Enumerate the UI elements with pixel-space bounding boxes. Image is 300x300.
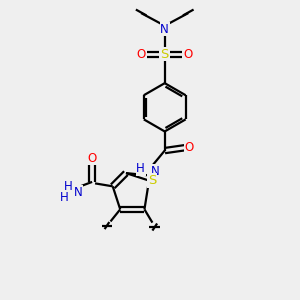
Text: N: N	[151, 165, 160, 178]
Text: N: N	[74, 186, 83, 199]
Text: O: O	[184, 141, 194, 154]
Text: N: N	[160, 23, 169, 36]
Text: H: H	[64, 180, 73, 193]
Text: S: S	[148, 174, 156, 187]
Text: O: O	[88, 152, 97, 165]
Text: S: S	[160, 48, 169, 61]
Text: O: O	[184, 48, 193, 61]
Text: H: H	[136, 162, 145, 175]
Text: O: O	[136, 48, 146, 61]
Text: H: H	[60, 191, 69, 204]
